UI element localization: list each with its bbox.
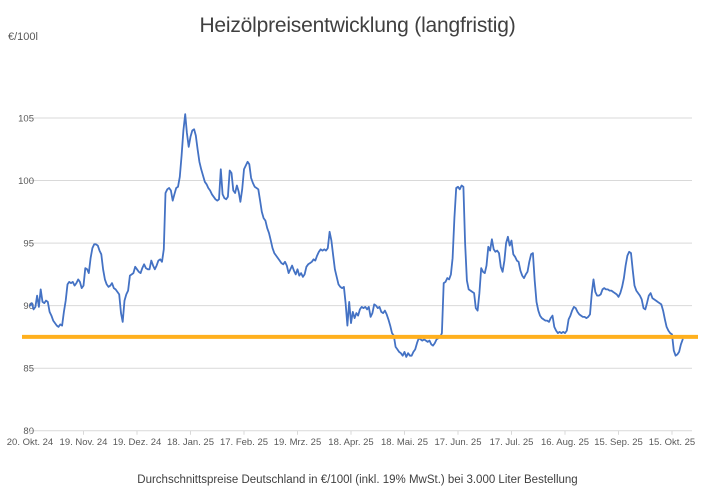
y-axis-label: 105	[18, 114, 34, 125]
page-title: Heizölpreisentwicklung (langfristig)	[199, 14, 516, 37]
y-axis-label: 95	[23, 239, 34, 250]
footer-caption: Durchschnittspreise Deutschland in €/100…	[137, 474, 578, 486]
x-axis-label: 18. Jan. 25	[167, 437, 214, 448]
y-axis-label: 85	[23, 364, 34, 375]
price-line	[29, 113, 684, 358]
x-axis-label: 18. Apr. 25	[328, 437, 373, 448]
x-axis-label: 17. Jun. 25	[434, 437, 481, 448]
x-axis-label: 15. Sep. 25	[594, 437, 643, 448]
x-axis-label: 19. Mrz. 25	[274, 437, 322, 448]
y-axis-label: 90	[23, 301, 34, 312]
x-axis-label: 17. Feb. 25	[220, 437, 268, 448]
y-axis-unit-label: €/100l	[8, 31, 38, 43]
x-axis-label: 15. Okt. 25	[649, 437, 695, 448]
y-axis-label: 80	[23, 426, 34, 437]
x-axis-label: 18. Mai. 25	[381, 437, 428, 448]
x-axis-label: 16. Aug. 25	[541, 437, 589, 448]
x-axis-label: 17. Jul. 25	[490, 437, 534, 448]
x-axis-label: 19. Nov. 24	[60, 437, 108, 448]
x-axis-label: 19. Dez. 24	[113, 437, 162, 448]
y-axis-label: 100	[18, 176, 34, 187]
x-axis-label: 20. Okt. 24	[7, 437, 53, 448]
